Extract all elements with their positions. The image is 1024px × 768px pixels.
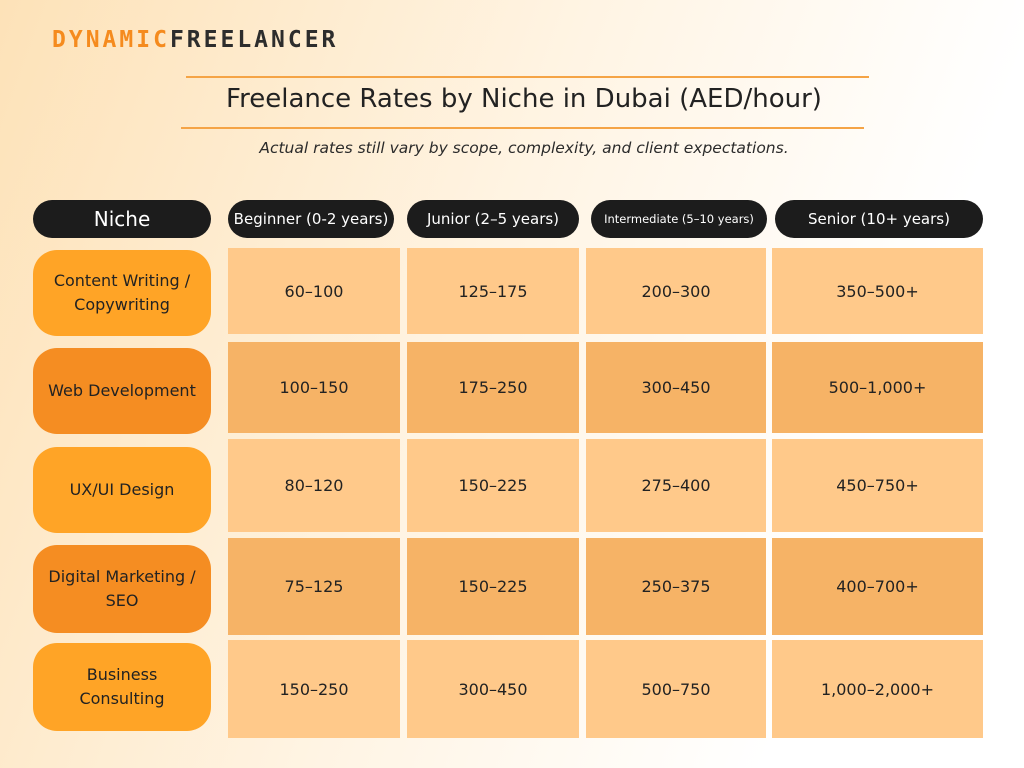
title-rule-top	[186, 76, 869, 78]
column-header-beginner: Beginner (0-2 years)	[228, 200, 394, 238]
column-header-senior: Senior (10+ years)	[775, 200, 983, 238]
rate-cell: 200–300	[586, 248, 766, 334]
rate-cell: 60–100	[228, 248, 400, 334]
rate-cell: 150–225	[407, 439, 579, 532]
rate-cell: 150–250	[228, 640, 400, 738]
rate-cell: 500–750	[586, 640, 766, 738]
rate-cell: 500–1,000+	[772, 342, 983, 433]
rate-cell: 150–225	[407, 538, 579, 635]
rate-cell: 100–150	[228, 342, 400, 433]
logo-word-freelancer: FREELANCER	[169, 27, 339, 53]
rate-cell: 300–450	[407, 640, 579, 738]
niche-label: Business Consulting	[33, 643, 211, 731]
niche-label: Digital Marketing / SEO	[33, 545, 211, 633]
rate-cell: 75–125	[228, 538, 400, 635]
rate-cell: 350–500+	[772, 248, 983, 334]
column-header-junior: Junior (2–5 years)	[407, 200, 579, 238]
title-rule-bottom	[181, 127, 864, 129]
rate-cell: 250–375	[586, 538, 766, 635]
rate-cell: 400–700+	[772, 538, 983, 635]
page-subtitle: Actual rates still vary by scope, comple…	[259, 139, 789, 157]
niche-label: UX/UI Design	[33, 447, 211, 533]
rate-cell: 175–250	[407, 342, 579, 433]
rate-cell: 275–400	[586, 439, 766, 532]
column-header-niche: Niche	[33, 200, 211, 238]
logo-word-dynamic: DYNAMIC	[52, 27, 170, 53]
rate-cell: 450–750+	[772, 439, 983, 532]
brand-logo: DYNAMICFREELANCER	[52, 27, 338, 53]
page-title: Freelance Rates by Niche in Dubai (AED/h…	[226, 84, 822, 114]
rate-cell: 300–450	[586, 342, 766, 433]
niche-label: Web Development	[33, 348, 211, 434]
rate-cell: 1,000–2,000+	[772, 640, 983, 738]
rate-cell: 125–175	[407, 248, 579, 334]
rate-cell: 80–120	[228, 439, 400, 532]
niche-label: Content Writing / Copywriting	[33, 250, 211, 336]
column-header-intermediate: Intermediate (5–10 years)	[591, 200, 767, 238]
